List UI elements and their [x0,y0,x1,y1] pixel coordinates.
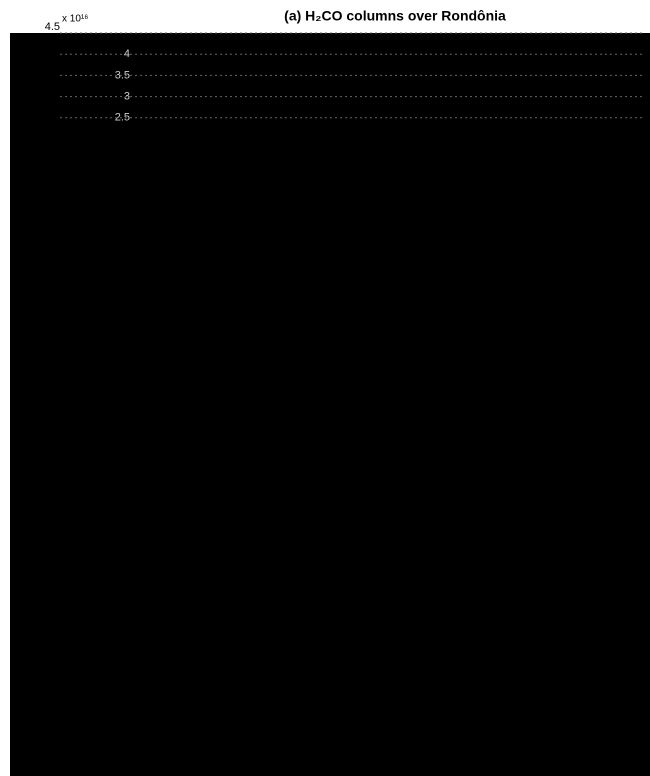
y-tick-label: 2.5 [115,112,130,124]
y-tick-label: 3.5 [115,69,130,81]
chart-title: (a) H₂CO columns over Rondônia [284,8,506,24]
y-tick-label: 4.5 [45,21,60,33]
plot-area [10,33,650,776]
axis-multiplier: x 10¹⁶ [62,14,88,25]
